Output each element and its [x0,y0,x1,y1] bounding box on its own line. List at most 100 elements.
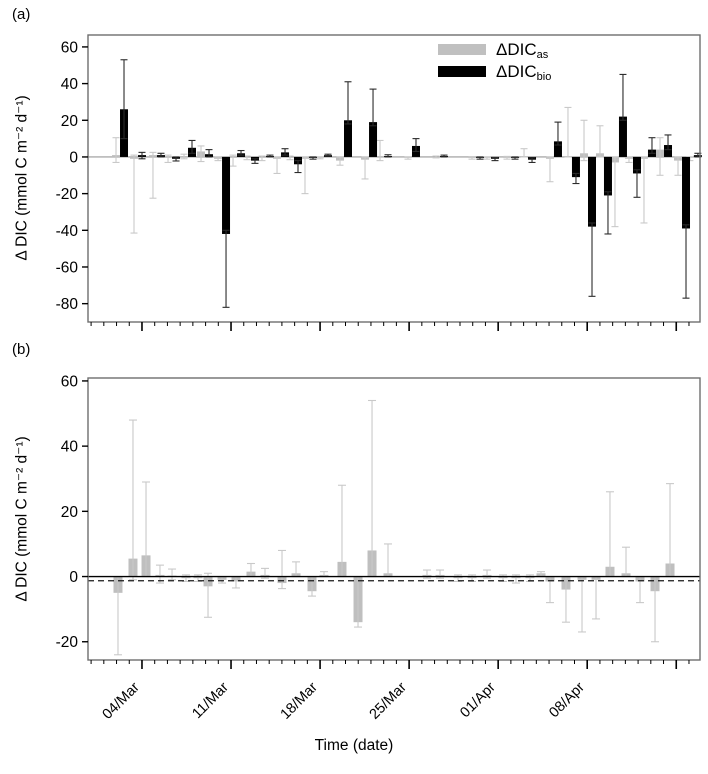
x-tick-label: 18/Mar [278,679,321,722]
legend-swatch [438,44,486,55]
y-tick-label: -40 [56,223,79,240]
errorbar-bio [188,139,196,154]
legend-swatch [438,66,486,77]
y-tick-label: -20 [56,634,79,651]
y-axis-ticks: 60 40 20 0 -20 [56,373,88,651]
errorbar-as [432,155,440,159]
bar-dic-bio [553,141,562,157]
bar-dic-bio [603,156,612,196]
bar-dic-bio [682,156,691,229]
errorbar-as [656,137,664,176]
errorbar-bio [120,59,128,140]
errorbar-bio [138,151,146,160]
errorbar-bio [648,137,656,154]
errorbar-bio [491,156,499,162]
errorbar-as [592,575,601,620]
panel-b: 60 40 20 0 -20 04/Mar 11/Mar 18/Mar 25/Mar 01/Apr… [56,373,701,723]
errorbar-as [640,156,648,224]
errorbar-as [273,156,281,175]
errorbar-as [580,119,588,162]
errorbar-bio [619,73,627,121]
bar-dic-bio [343,120,352,157]
x-axis-ticks [90,660,690,669]
y-tick-label: 20 [61,113,79,130]
errorbar-as [578,575,587,633]
errorbar-as [128,419,137,581]
y-tick-label: 60 [61,373,79,390]
errorbar-as [112,137,120,164]
panel-a-y-axis-title: Δ DIC (mmol C m⁻² d⁻¹) [13,95,31,261]
x-tick-label: 11/Mar [189,679,232,722]
legend-label: ΔDICbio [496,62,551,83]
errorbar-bio [266,154,274,158]
errorbar-as [214,156,222,162]
errorbar-bio [172,156,180,162]
errorbar-as [164,154,172,164]
errorbar-as [316,156,324,160]
errorbar-as [229,154,237,167]
errorbar-as [368,399,377,578]
errorbar-bio [384,154,392,158]
panel-a-label: (a) [12,6,31,23]
errorbar-as [361,156,369,180]
errorbar-as [278,549,287,590]
x-tick-label: 08/Apr [546,679,588,721]
x-tick-label: 01/Apr [457,679,499,721]
y-tick-label: 0 [69,149,78,166]
panel-b-label: (b) [12,341,31,358]
panel-b-frame [87,377,701,661]
bar-dic-bio [664,145,673,157]
panel-a-gray-errorbars [112,106,694,234]
x-tick-label: 25/Mar [367,679,410,722]
errorbar-as [258,155,266,162]
errorbar-as [483,156,491,160]
errorbar-as [503,155,511,160]
errorbar-bio [412,138,420,153]
errorbar-as [468,156,476,160]
bar-dic-bio [222,156,231,234]
panel-b-y-axis-title: Δ DIC (mmol C m⁻² d⁻¹) [13,436,31,602]
bar-dic-bio [632,156,641,174]
errorbar-bio [344,81,352,125]
y-tick-label: 20 [61,504,79,521]
errorbar-as [611,156,619,228]
errorbar-bio [369,88,377,127]
errorbar-bio [205,149,213,158]
errorbar-bio [572,172,580,185]
panel-b-errorbars [113,399,675,656]
panel-b-bars [113,550,675,623]
panel-a-black-bars [120,109,702,234]
x-axis-title: Time (date) [314,737,394,754]
y-tick-label: -60 [56,259,79,276]
y-axis-ticks: 60 40 20 0 -20 -40 -60 -80 [56,39,88,313]
errorbar-bio [664,134,672,151]
bar-dic-bio [369,122,378,157]
errorbar-as [404,156,412,160]
errorbar-as [674,156,682,176]
panel-a-frame [87,34,701,323]
bar-dic-bio [618,116,627,157]
errorbar-bio [476,156,484,160]
errorbar-bio [633,169,641,198]
errorbar-as [546,156,554,183]
errorbar-as [666,483,675,578]
errorbar-as [520,148,528,158]
y-tick-label: 40 [61,439,79,456]
x-tick-label: 04/Mar [100,679,143,722]
legend-label: ΔDICas [496,40,549,61]
errorbar-bio [157,152,165,158]
y-tick-label: -20 [56,186,79,203]
errorbar-as [130,154,138,234]
x-axis-ticks [90,322,690,331]
y-tick-label: 0 [69,569,78,586]
x-tick-labels: 04/Mar 11/Mar 18/Mar 25/Mar 01/Apr 08/Apr [100,679,588,722]
y-tick-label: 40 [61,76,79,93]
errorbar-bio [440,154,448,158]
errorbar-as [168,568,177,581]
errorbar-bio [281,148,289,156]
errorbar-bio [237,149,245,156]
errorbar-as [564,106,572,158]
